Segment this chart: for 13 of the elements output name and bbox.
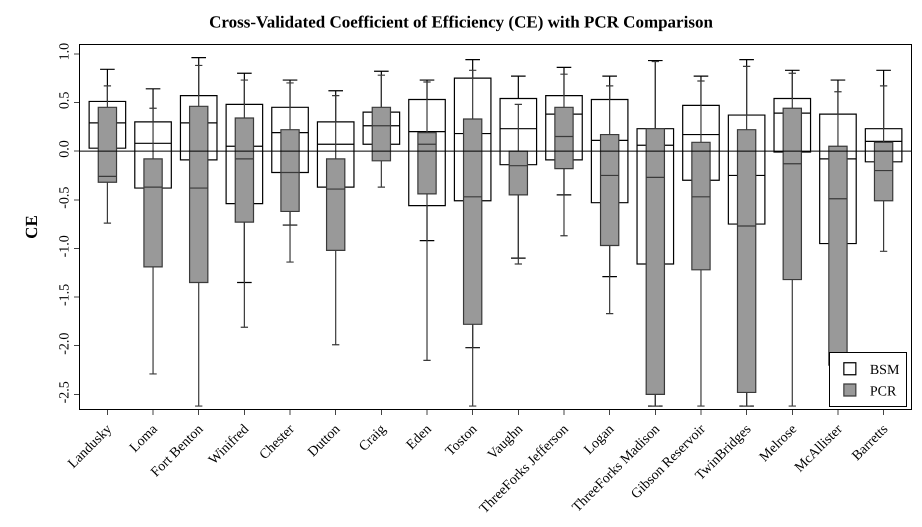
y-tick-label: -1.0 bbox=[57, 235, 72, 258]
chart-title: Cross-Validated Coefficient of Efficiency (CE) with PCR Comparison bbox=[209, 12, 714, 32]
y-tick-label: -1.5 bbox=[57, 284, 72, 306]
y-tick-label: -2.5 bbox=[57, 381, 72, 404]
y-tick-label: 0.0 bbox=[57, 140, 72, 158]
y-tick-label: 0.5 bbox=[57, 92, 72, 110]
legend-label: PCR bbox=[870, 384, 897, 400]
y-tick-label: -2.0 bbox=[57, 332, 72, 355]
x-tick-label: Eden bbox=[404, 422, 435, 453]
y-tick-label: -0.5 bbox=[57, 186, 72, 209]
legend-label: BSM bbox=[870, 363, 900, 378]
y-tick-label: 1.0 bbox=[57, 42, 72, 60]
y-axis-title: CE bbox=[22, 215, 41, 239]
